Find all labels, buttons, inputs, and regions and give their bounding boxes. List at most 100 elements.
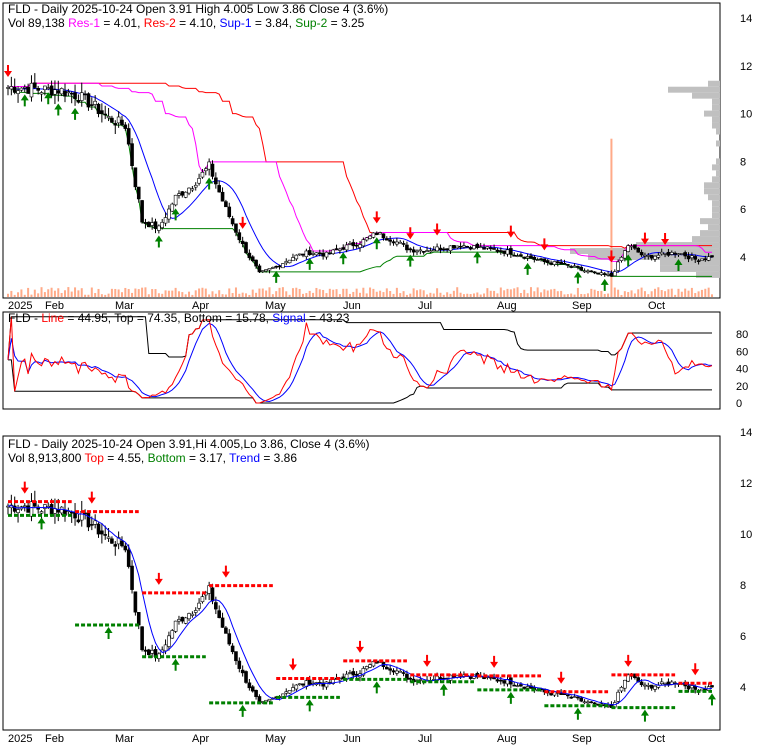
candle-body	[26, 505, 30, 513]
volume-bar	[251, 289, 254, 297]
trend-line	[7, 505, 713, 706]
trend-axis-tick: 12	[740, 478, 752, 490]
volume-bar	[459, 292, 462, 297]
volume-bar	[690, 287, 693, 297]
x-axis-label: Apr	[192, 733, 209, 745]
candle-body	[686, 685, 691, 690]
volume-bar	[141, 287, 144, 297]
volume-bar	[261, 288, 264, 297]
volume-bar	[268, 287, 271, 297]
candle-body	[515, 685, 520, 687]
candle-body	[710, 685, 714, 688]
volume-bar	[687, 290, 690, 297]
volume-bar	[90, 287, 93, 297]
sup2-value: = 3.25	[327, 16, 364, 30]
candle-body	[498, 250, 503, 252]
rsi-panel-frame	[2, 311, 721, 410]
candle-body	[539, 258, 543, 261]
volume-bar	[583, 294, 586, 297]
candle-body	[586, 270, 590, 273]
volume-bar	[590, 288, 593, 297]
volume-by-price-bar	[712, 200, 720, 207]
candle-body	[381, 233, 386, 239]
volume-bar	[405, 294, 408, 297]
buy-arrow-icon	[600, 278, 609, 291]
candle-body	[100, 530, 104, 535]
rsi-axis-tick: 40	[736, 364, 748, 376]
volume-bar	[10, 290, 13, 297]
volume-bar	[171, 290, 174, 297]
candle-body	[29, 501, 34, 517]
volume-bar	[94, 293, 97, 297]
volume-bar	[436, 288, 439, 297]
buy-arrow-icon	[506, 691, 515, 704]
volume-bar	[124, 287, 127, 297]
candle-body	[267, 268, 272, 271]
candle-body	[653, 685, 657, 690]
volume-bar	[426, 294, 429, 297]
candle-body	[106, 116, 111, 119]
volume-bar	[563, 294, 566, 297]
candle-body	[193, 610, 198, 613]
candle-body	[180, 616, 185, 622]
volume-bar	[50, 287, 53, 297]
buy-arrow-icon	[71, 107, 80, 120]
candle-body	[368, 235, 372, 239]
candle-body	[616, 691, 620, 702]
volume-bar	[469, 294, 472, 297]
candle-body	[519, 254, 523, 257]
volume-bar	[486, 288, 489, 297]
volume-by-price-bar	[570, 248, 720, 255]
rsi-signal-label: Signal	[272, 311, 305, 325]
x-axis-label: Jun	[343, 300, 361, 312]
volume-bar	[201, 287, 204, 297]
candle-body	[113, 123, 118, 126]
volume-bar	[184, 294, 187, 297]
volume-bar	[33, 289, 36, 297]
candle-body	[358, 244, 362, 248]
volume-bar	[553, 288, 556, 297]
candle-body	[247, 682, 252, 689]
volume-by-price-bar	[708, 194, 720, 201]
sell-arrow-icon	[288, 658, 297, 671]
buy-arrow-icon	[238, 704, 247, 717]
candle-body	[73, 92, 77, 99]
candle-body	[639, 681, 644, 686]
candle-body	[240, 669, 245, 674]
buy-arrow-icon	[674, 258, 683, 271]
volume-bar	[238, 293, 241, 297]
candle-body	[133, 167, 138, 188]
candle-body	[147, 221, 151, 228]
candle-body	[43, 85, 47, 91]
volume-bar	[560, 290, 563, 297]
volume-bar	[188, 291, 191, 297]
volume-bar	[315, 287, 318, 297]
candle-body	[529, 255, 533, 259]
candle-body	[9, 86, 14, 90]
buy-arrow-icon	[171, 658, 180, 671]
volume-bar	[643, 291, 646, 297]
candle-body	[582, 270, 587, 273]
candle-body	[66, 91, 71, 94]
x-axis-label: Oct	[648, 300, 665, 312]
candle-body	[136, 186, 141, 200]
candle-body	[398, 670, 403, 673]
candle-body	[623, 679, 627, 689]
candle-body	[96, 523, 101, 535]
candle-body	[29, 82, 34, 98]
candle-body	[311, 253, 315, 255]
candle-body	[683, 252, 687, 257]
volume-bar	[603, 293, 606, 297]
top-value: = 4.55,	[104, 451, 148, 465]
price-axis-tick: 10	[740, 109, 752, 121]
candle-body	[147, 649, 151, 656]
candle-body	[502, 680, 506, 684]
volume-bar	[593, 289, 596, 297]
volume-bar	[328, 288, 331, 297]
volume-bar	[37, 293, 40, 297]
volume-bar	[496, 293, 499, 297]
candle-body	[478, 246, 483, 248]
candle-body	[566, 694, 570, 697]
volume-bar	[597, 291, 600, 297]
candle-body	[277, 265, 282, 268]
